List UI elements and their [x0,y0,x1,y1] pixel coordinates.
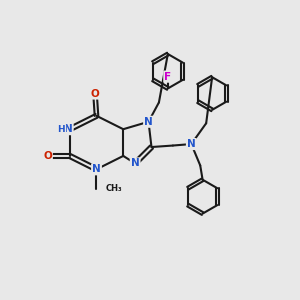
Text: N: N [131,158,140,168]
Text: N: N [92,164,101,174]
Text: O: O [91,88,99,98]
Text: CH₃: CH₃ [105,184,122,193]
Text: F: F [164,72,171,82]
Text: N: N [144,117,153,127]
Text: N: N [187,139,196,149]
Text: N: N [64,124,73,134]
Text: O: O [43,151,52,161]
Text: H: H [58,125,65,134]
